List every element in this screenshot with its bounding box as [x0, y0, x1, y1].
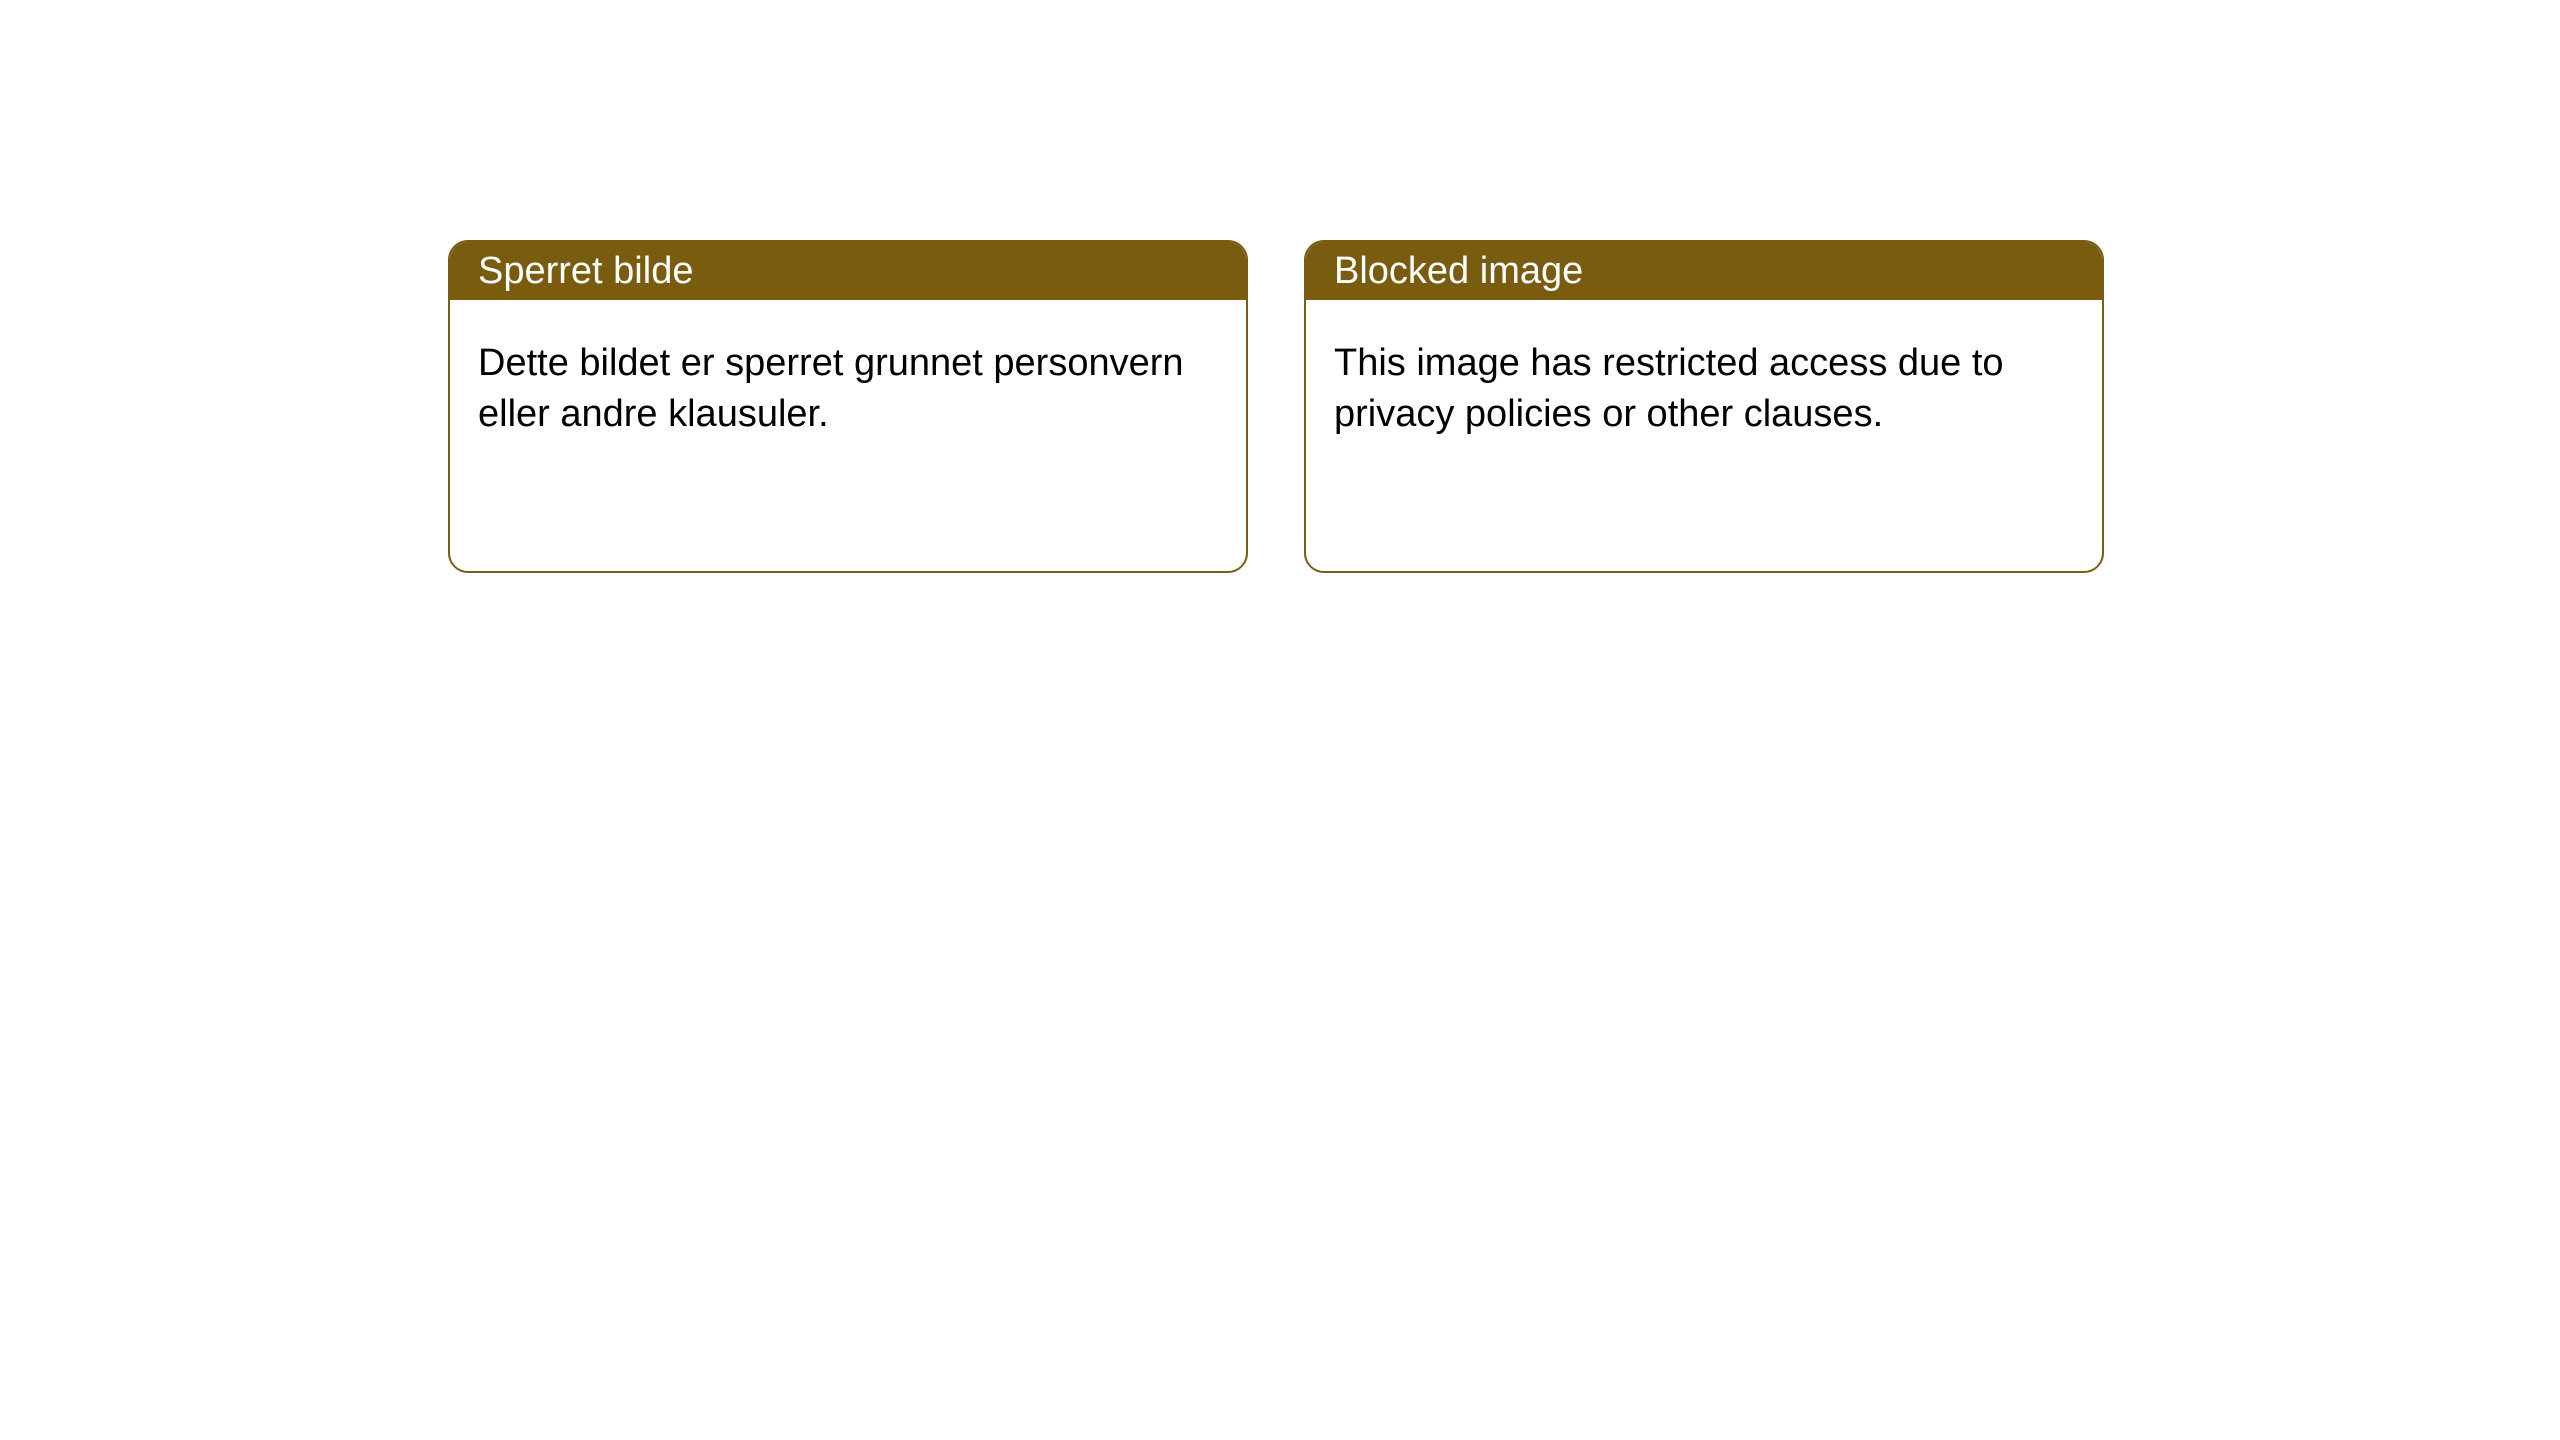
notice-body-text: Dette bildet er sperret grunnet personve… — [478, 342, 1184, 435]
notice-header-text: Sperret bilde — [478, 250, 693, 293]
notice-header-text: Blocked image — [1334, 250, 1583, 293]
notice-header: Sperret bilde — [450, 242, 1246, 300]
notice-body: This image has restricted access due to … — [1306, 300, 2102, 479]
notice-box-norwegian: Sperret bilde Dette bildet er sperret gr… — [448, 240, 1248, 573]
notice-box-english: Blocked image This image has restricted … — [1304, 240, 2104, 573]
notices-container: Sperret bilde Dette bildet er sperret gr… — [0, 0, 2560, 573]
notice-header: Blocked image — [1306, 242, 2102, 300]
notice-body: Dette bildet er sperret grunnet personve… — [450, 300, 1246, 479]
notice-body-text: This image has restricted access due to … — [1334, 342, 2004, 435]
